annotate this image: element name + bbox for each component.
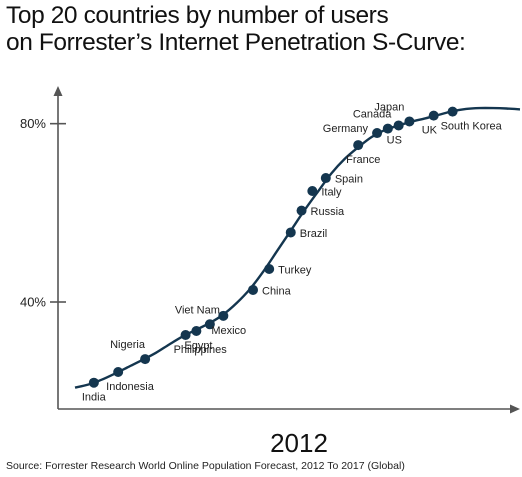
marker-indonesia: [113, 366, 124, 377]
x-axis-label: 2012: [270, 428, 328, 458]
label-spain: Spain: [335, 174, 363, 186]
label-viet-nam: Viet Nam: [175, 304, 220, 316]
label-italy: Italy: [321, 186, 342, 198]
marker-south-korea: [447, 106, 458, 117]
label-canada: Canada: [353, 109, 392, 121]
chart-title: Top 20 countries by number of users on F…: [6, 2, 522, 56]
label-germany: Germany: [323, 123, 369, 135]
y-tick-label: 80%: [20, 116, 46, 131]
marker-india: [88, 377, 99, 388]
y-tick-label: 40%: [20, 295, 46, 310]
label-uk: UK: [422, 125, 438, 137]
marker-philippines: [180, 329, 191, 340]
label-china: China: [262, 285, 292, 297]
label-india: India: [82, 392, 107, 404]
label-nigeria: Nigeria: [110, 339, 146, 351]
marker-uk: [428, 110, 439, 121]
chart-title-line-2: on Forrester’s Internet Penetration S-Cu…: [6, 29, 466, 56]
label-us: US: [387, 134, 402, 146]
marker-china: [248, 284, 258, 295]
x-axis-arrow: [510, 404, 520, 414]
label-japan: Japan: [374, 101, 404, 113]
label-indonesia: Indonesia: [106, 381, 155, 393]
marker-nigeria: [140, 354, 151, 365]
label-russia: Russia: [311, 206, 346, 218]
marker-turkey: [264, 264, 275, 275]
marker-france: [353, 140, 364, 151]
label-philippines: Philippines: [174, 344, 228, 356]
marker-germany: [372, 128, 383, 139]
y-axis-arrow: [53, 86, 63, 96]
label-turkey: Turkey: [278, 265, 312, 277]
marker-canada: [382, 123, 393, 134]
label-brazil: Brazil: [300, 228, 328, 240]
marker-mexico: [218, 310, 229, 321]
source-note: Source: Forrester Research World Online …: [6, 460, 405, 472]
marker-viet-nam: [204, 319, 215, 330]
marker-japan: [404, 116, 415, 127]
marker-italy: [307, 185, 318, 196]
marker-brazil: [285, 227, 296, 238]
chart-title-line-1: Top 20 countries by number of users: [6, 2, 389, 29]
marker-us: [393, 120, 404, 131]
label-south-korea: South Korea: [441, 121, 503, 133]
marker-egypt: [191, 325, 202, 336]
marker-spain: [320, 173, 331, 184]
label-egypt: Egypt: [184, 340, 212, 352]
label-france: France: [346, 154, 380, 166]
label-mexico: Mexico: [211, 325, 246, 337]
chart-axes: 40% 80% 2012: [20, 86, 520, 458]
marker-russia: [296, 205, 307, 216]
